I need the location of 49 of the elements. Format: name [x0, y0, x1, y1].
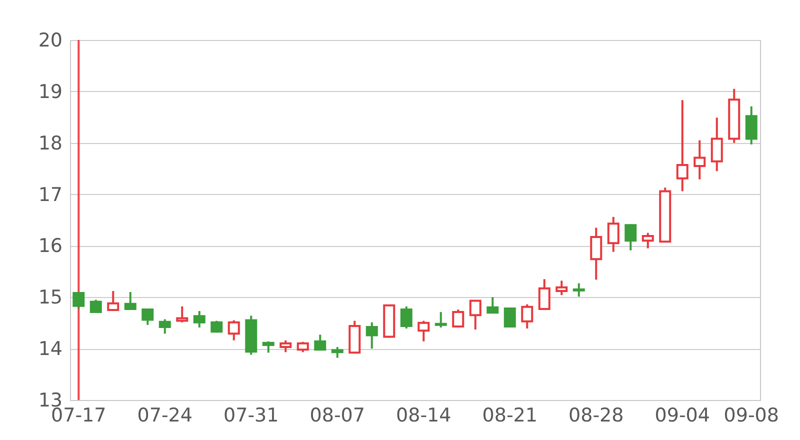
candlestick: [745, 105, 758, 146]
candlestick: [572, 282, 585, 298]
candlestick: [280, 339, 292, 354]
candlestick: [710, 116, 723, 172]
candlestick: [72, 292, 85, 310]
y-tick-label: 18: [38, 132, 62, 154]
candlestick: [452, 308, 464, 328]
candlestick: [469, 300, 482, 331]
y-tick-label: 17: [38, 184, 62, 206]
y-tick-label: 20: [38, 30, 62, 52]
candlestick: [521, 303, 534, 330]
candlestick: [158, 318, 171, 335]
candlestick: [314, 334, 326, 351]
candlestick: [504, 307, 516, 328]
x-tick-label: 08-14: [396, 404, 452, 426]
candlestick: [676, 99, 688, 192]
candlestick: [642, 232, 654, 250]
y-tick-label: 16: [38, 235, 62, 258]
candlestick: [193, 310, 206, 328]
x-tick-label: 09-08: [724, 404, 779, 426]
candlestick: [331, 346, 344, 359]
x-tick-label: 08-21: [482, 404, 538, 426]
candlestick: [400, 305, 412, 330]
candlestick: [486, 296, 499, 314]
candlestick: [434, 311, 447, 328]
y-tick-label: 15: [38, 286, 62, 309]
x-tick-label: 08-07: [310, 404, 365, 426]
x-tick-label: 08-28: [568, 404, 624, 426]
candlestick: [90, 298, 102, 314]
candlestick: [296, 340, 309, 354]
candlestick: [176, 305, 188, 324]
x-tick-label: 09-04: [654, 404, 710, 426]
candlestick: [418, 320, 430, 342]
candlestick: [107, 290, 120, 311]
candlestick: [624, 223, 637, 252]
candlestick: [366, 321, 378, 350]
candlestick: [556, 280, 568, 296]
x-tick-label: 07-24: [137, 404, 192, 426]
candlestick: [590, 226, 602, 281]
candlestick: [607, 216, 620, 253]
candlestick: [538, 278, 550, 311]
candlestick: [124, 291, 136, 310]
candlestick: [142, 308, 154, 326]
candlestick: [228, 319, 240, 342]
y-tick-label: 14: [38, 338, 62, 360]
y-tick-label: 19: [38, 80, 62, 103]
candlestick: [694, 139, 706, 180]
x-tick-label: 07-31: [224, 404, 279, 426]
candlestick: [262, 340, 274, 354]
